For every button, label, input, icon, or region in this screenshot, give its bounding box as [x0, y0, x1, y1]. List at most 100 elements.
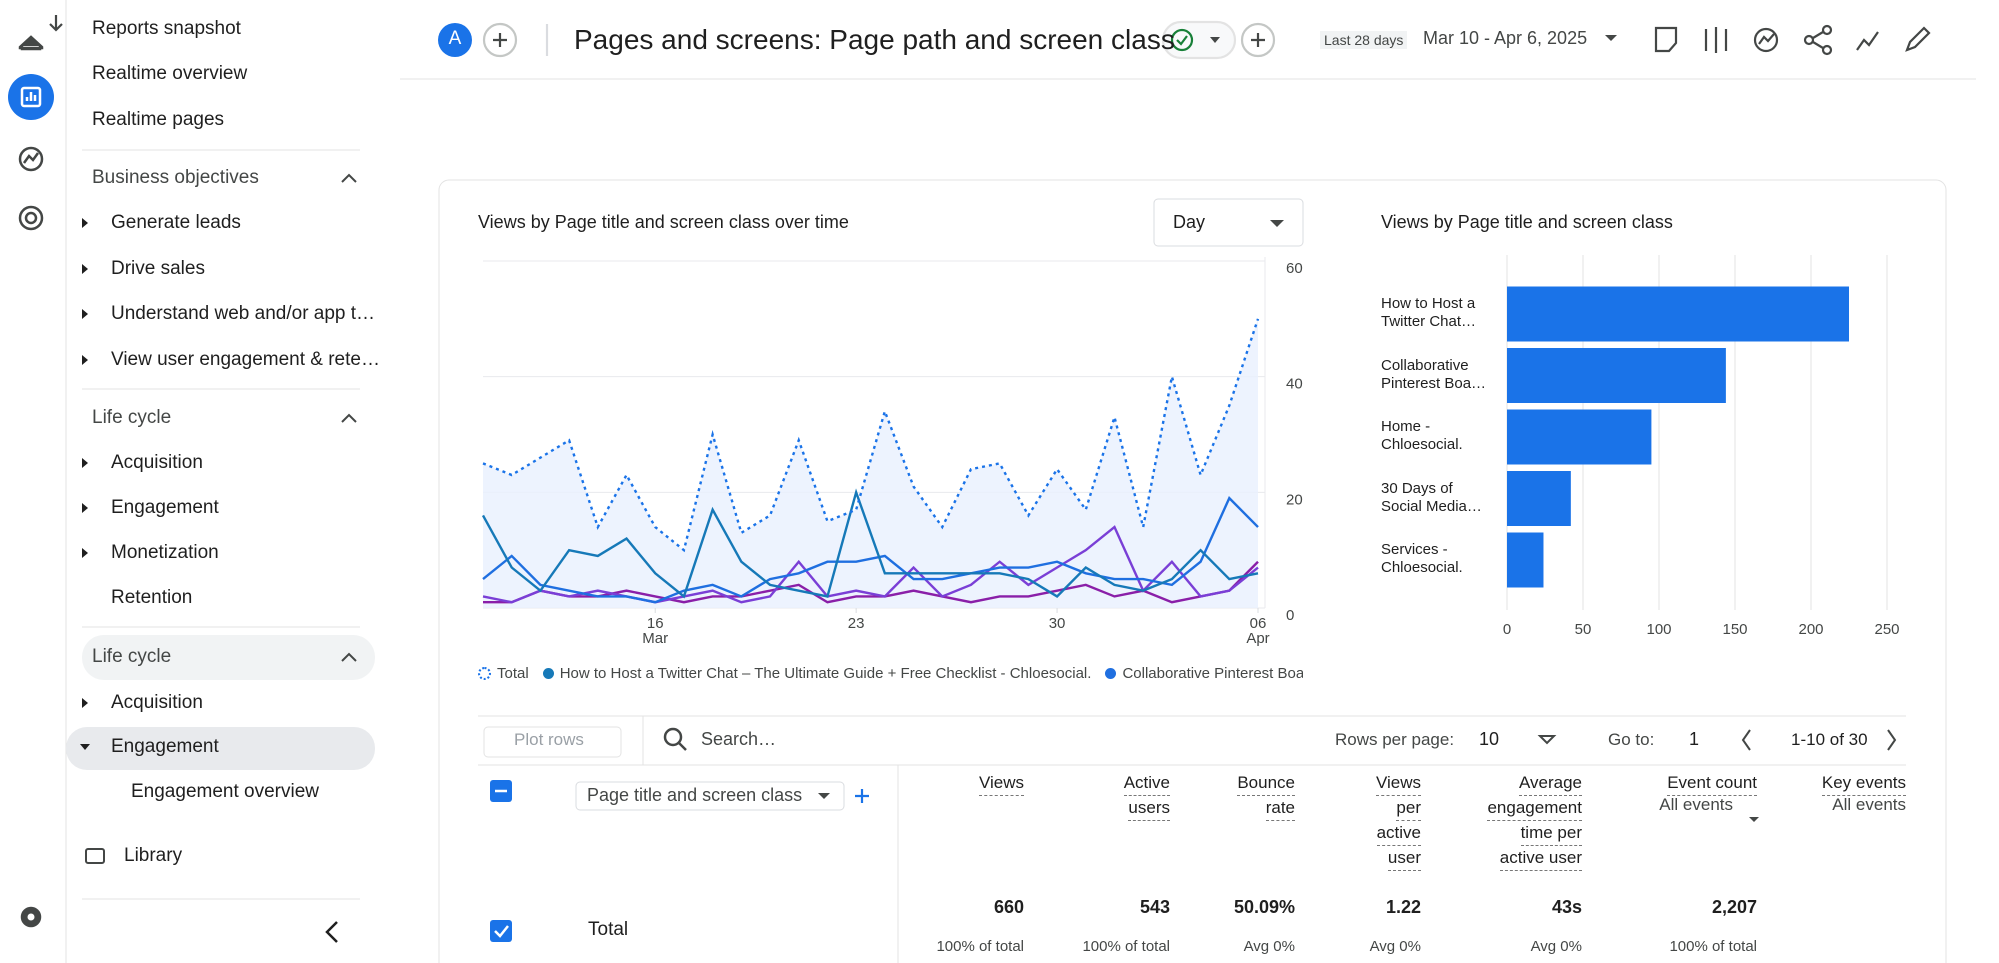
dimension-box[interactable] [575, 781, 845, 811]
column-filter[interactable]: All events [1659, 795, 1733, 814]
rows-value[interactable]: 10 [1479, 729, 1500, 749]
y-tick-label: 60 [1286, 260, 1303, 277]
granularity-box[interactable] [1153, 198, 1304, 247]
column-header[interactable]: user [1387, 845, 1421, 871]
nav-item[interactable]: Generate leads [111, 212, 241, 233]
collapse-chevron [341, 652, 357, 662]
goto-value[interactable]: 1 [1689, 729, 1700, 749]
x-tick-label: 50 [1575, 621, 1592, 638]
y-tick-label: 20 [1286, 491, 1303, 508]
nav-item[interactable]: Reports snapshot [92, 18, 241, 39]
collapse-icon[interactable] [325, 921, 338, 943]
nav-item[interactable]: Understand web and/or app t… [111, 303, 376, 324]
bar [1507, 532, 1544, 588]
nav-item[interactable]: Monetization [111, 542, 219, 563]
column-header[interactable]: active [1376, 820, 1421, 846]
total-value: 50.09% [1233, 897, 1295, 917]
section-header[interactable]: Life cycle [92, 646, 172, 667]
range[interactable]: Mar 10 - Apr 6, 2025 [1423, 28, 1588, 48]
collapse-chevron [341, 413, 357, 423]
expand-arrow [82, 309, 88, 319]
series-line [482, 318, 1260, 553]
column-header[interactable]: Key events [1821, 770, 1906, 796]
total-value: 660 [993, 897, 1024, 917]
area [483, 318, 1258, 608]
column-header[interactable]: Views [978, 770, 1024, 796]
dimension[interactable]: Page title and screen class [587, 785, 803, 805]
total-value: 2,207 [1711, 897, 1757, 917]
nav-item[interactable]: Engagement overview [131, 781, 319, 802]
nav-item[interactable]: Library [124, 845, 183, 866]
column-header[interactable]: rate [1265, 795, 1295, 821]
nav-item[interactable]: Realtime overview [92, 63, 248, 84]
section-header[interactable]: Life cycle [92, 407, 172, 428]
total-value: 1.22 [1385, 897, 1421, 917]
goto-label: Go to: [1608, 730, 1655, 749]
nav-item[interactable]: Drive sales [111, 258, 205, 279]
pager-icons[interactable] [1537, 729, 1897, 751]
expand-arrow [82, 218, 88, 228]
x-tick-label: 16 [647, 615, 664, 632]
nav-item[interactable]: Acquisition [111, 452, 203, 473]
legend-item: How to Host a Twitter Chat – The Ultimat… [542, 662, 1091, 684]
bar [1507, 471, 1571, 526]
bar [1507, 348, 1726, 403]
plot-rows[interactable]: Plot rows [514, 730, 584, 749]
section-pill [82, 635, 375, 680]
column-header[interactable]: time per [1520, 820, 1582, 846]
total-sub: Avg 0% [1243, 938, 1295, 955]
chart-title: Views by Page title and screen class ove… [478, 212, 849, 232]
expand-arrow [80, 744, 90, 750]
nav-item[interactable]: Engagement [111, 736, 219, 757]
nav-item[interactable]: Realtime pages [92, 109, 225, 130]
x-tick-label: 250 [1874, 621, 1899, 638]
legend-item: Collaborative Pinterest Boa [1105, 662, 1303, 684]
expand-arrow [82, 458, 88, 468]
nav-item[interactable]: Engagement [111, 497, 219, 518]
selected-pill [66, 727, 375, 770]
column-header[interactable]: Views [1375, 770, 1421, 796]
search[interactable]: Search… [701, 729, 777, 749]
column-header[interactable]: users [1128, 795, 1170, 821]
series-line [481, 488, 1259, 599]
total-sub: 100% of total [1669, 938, 1757, 955]
expand-arrow [82, 503, 88, 513]
add-dimension[interactable] [855, 789, 869, 803]
column-header[interactable]: Average [1518, 770, 1582, 796]
checkbox [494, 925, 509, 938]
column-header[interactable]: Bounce [1237, 770, 1295, 796]
total-sub: Avg 0% [1369, 938, 1421, 955]
legend-marker [1105, 667, 1117, 679]
expand-arrow [82, 698, 88, 708]
nav-item[interactable]: Retention [111, 587, 193, 608]
column-header[interactable]: active user [1499, 845, 1582, 871]
x-tick-label: 100 [1646, 621, 1671, 638]
search-icon [663, 727, 683, 747]
nav-item[interactable]: View user engagement & rete… [111, 349, 380, 370]
plot-rows-btn[interactable] [483, 726, 622, 758]
section-header[interactable]: Business objectives [92, 167, 259, 188]
column-header[interactable]: Active [1123, 770, 1170, 796]
dropdown-arrow [818, 793, 830, 799]
granularity[interactable]: Day [1173, 212, 1206, 232]
bar [1507, 409, 1652, 465]
rail [0, 0, 66, 963]
total-sub: 100% of total [936, 938, 1024, 955]
x-tick-label: 30 [1049, 615, 1066, 632]
column-header[interactable]: per [1396, 795, 1421, 821]
expand-arrow [82, 548, 88, 558]
dropdown-arrow [1749, 817, 1759, 822]
legend-marker [478, 666, 491, 680]
nav-item[interactable]: Acquisition [111, 692, 203, 713]
checkbox[interactable] [490, 920, 512, 942]
column-header[interactable]: Event count [1667, 770, 1757, 796]
total-sub: 100% of total [1082, 938, 1170, 955]
x-tick-label: 0 [1503, 621, 1511, 638]
total-value: 543 [1139, 897, 1170, 917]
avatar: A [448, 28, 462, 49]
x-tick-label: 200 [1798, 621, 1823, 638]
column-filter[interactable]: All events [1832, 795, 1906, 814]
column-header[interactable]: engagement [1487, 795, 1582, 821]
x-tick-label: 23 [848, 615, 865, 632]
